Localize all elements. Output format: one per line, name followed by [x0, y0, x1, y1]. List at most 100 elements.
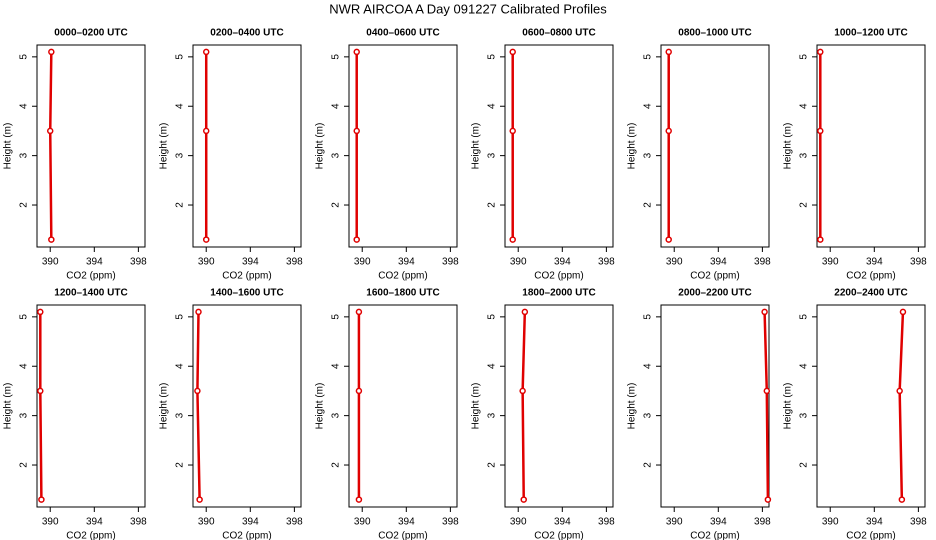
point — [202, 127, 210, 135]
point — [896, 387, 903, 395]
y-tick-label: 3 — [331, 412, 342, 418]
x-tick-label: 398 — [910, 517, 927, 528]
y-tick-label: 4 — [799, 103, 810, 109]
subplot: 1400–1600 UTC CO2 (ppm) Height (m) 390 394 39… — [159, 288, 304, 540]
subplot: 1800–2000 UTC CO2 (ppm) Height (m) 390 394 39… — [471, 288, 616, 540]
x-tick-label: 398 — [442, 517, 459, 528]
point — [202, 48, 210, 56]
x-axis-label: CO2 (ppm) — [534, 271, 583, 282]
plot-frame — [36, 44, 146, 248]
x-tick-label: 390 — [198, 517, 215, 528]
subplot-title: 0000–0200 UTC — [54, 28, 127, 39]
y-axis-label: Height (m) — [627, 123, 638, 170]
subplot-title: 0600–0800 UTC — [522, 28, 595, 39]
page-title: NWR AIRCOA A Day 091227 Calibrated Profi… — [329, 1, 607, 16]
y-tick-label: 3 — [175, 152, 186, 158]
point — [521, 308, 529, 316]
y-axis-label: Height (m) — [471, 123, 482, 170]
y-tick-label: 3 — [487, 152, 498, 158]
y-axis-label: Height (m) — [159, 383, 170, 430]
profile-line — [898, 311, 905, 500]
subplot: 0800–1000 UTC CO2 (ppm) Height (m) 390 394 39… — [627, 28, 772, 282]
point — [898, 496, 906, 503]
y-axis-label: Height (m) — [315, 123, 326, 170]
point — [519, 387, 526, 395]
y-tick-label: 3 — [175, 412, 186, 418]
subplot-title: 2000–2200 UTC — [678, 288, 751, 299]
y-axis-label: Height (m) — [315, 383, 326, 430]
y-tick-label: 2 — [331, 462, 342, 468]
y-axis-label: Height (m) — [3, 383, 14, 430]
x-tick-label: 398 — [286, 257, 303, 268]
point — [202, 236, 210, 243]
x-tick-label: 390 — [666, 517, 683, 528]
subplot-title: 1600–1800 UTC — [366, 288, 439, 299]
x-tick-label: 390 — [510, 517, 527, 528]
subplot: 0600–0800 UTC CO2 (ppm) Height (m) 390 394 39… — [471, 28, 616, 282]
point — [194, 387, 201, 395]
x-tick-label: 394 — [554, 517, 571, 528]
y-tick-label: 2 — [487, 462, 498, 468]
x-tick-label: 390 — [822, 517, 839, 528]
y-tick-label: 4 — [19, 103, 30, 109]
y-axis-label: Height (m) — [159, 123, 170, 170]
x-tick-label: 394 — [710, 517, 727, 528]
subplot: 2200–2400 UTC CO2 (ppm) Height (m) 390 394 39… — [783, 288, 928, 540]
plot-frame — [660, 44, 770, 248]
plot-frame — [192, 304, 302, 508]
x-tick-label: 394 — [398, 517, 415, 528]
x-tick-label: 398 — [910, 257, 927, 268]
x-axis-label: CO2 (ppm) — [66, 271, 115, 282]
y-tick-label: 3 — [19, 412, 30, 418]
y-tick-label: 5 — [175, 54, 186, 60]
y-tick-label: 4 — [643, 363, 654, 369]
subplot-title: 2200–2400 UTC — [834, 288, 907, 299]
point — [817, 48, 824, 56]
point — [38, 496, 45, 503]
y-tick-label: 4 — [331, 103, 342, 109]
x-tick-label: 394 — [398, 257, 415, 268]
plot-frame — [660, 304, 770, 508]
y-tick-label: 2 — [799, 462, 810, 468]
x-tick-label: 398 — [754, 257, 771, 268]
x-tick-label: 398 — [442, 257, 459, 268]
x-tick-label: 390 — [510, 257, 527, 268]
point — [665, 236, 672, 243]
y-tick-label: 4 — [487, 103, 498, 109]
plot-frame — [348, 44, 458, 248]
y-tick-label: 3 — [799, 152, 810, 158]
x-tick-label: 398 — [130, 257, 147, 268]
x-axis-label: CO2 (ppm) — [690, 531, 739, 540]
point — [509, 127, 516, 135]
point — [48, 48, 55, 56]
x-axis-label: CO2 (ppm) — [846, 271, 895, 282]
point — [665, 48, 672, 56]
y-tick-label: 2 — [799, 202, 810, 208]
point — [509, 236, 516, 243]
x-tick-label: 390 — [666, 257, 683, 268]
y-tick-label: 4 — [643, 103, 654, 109]
x-tick-label: 394 — [242, 517, 259, 528]
y-axis-label: Height (m) — [627, 383, 638, 430]
x-tick-label: 394 — [866, 257, 883, 268]
x-tick-label: 390 — [198, 257, 215, 268]
y-tick-label: 5 — [331, 54, 342, 60]
plot-frame — [192, 44, 302, 248]
y-tick-label: 2 — [19, 202, 30, 208]
subplot-title: 0400–0600 UTC — [366, 28, 439, 39]
x-tick-label: 398 — [598, 517, 615, 528]
plot-frame — [816, 304, 926, 508]
x-tick-label: 394 — [710, 257, 727, 268]
plot-frame — [816, 44, 926, 248]
y-tick-label: 3 — [643, 412, 654, 418]
point — [37, 387, 44, 395]
point — [355, 496, 363, 503]
y-tick-label: 5 — [643, 54, 654, 60]
profile-line — [48, 51, 53, 240]
subplot-title: 0800–1000 UTC — [678, 28, 751, 39]
y-tick-label: 5 — [331, 314, 342, 320]
y-tick-label: 2 — [487, 202, 498, 208]
point — [899, 308, 907, 316]
x-axis-label: CO2 (ppm) — [222, 531, 271, 540]
x-tick-label: 394 — [554, 257, 571, 268]
